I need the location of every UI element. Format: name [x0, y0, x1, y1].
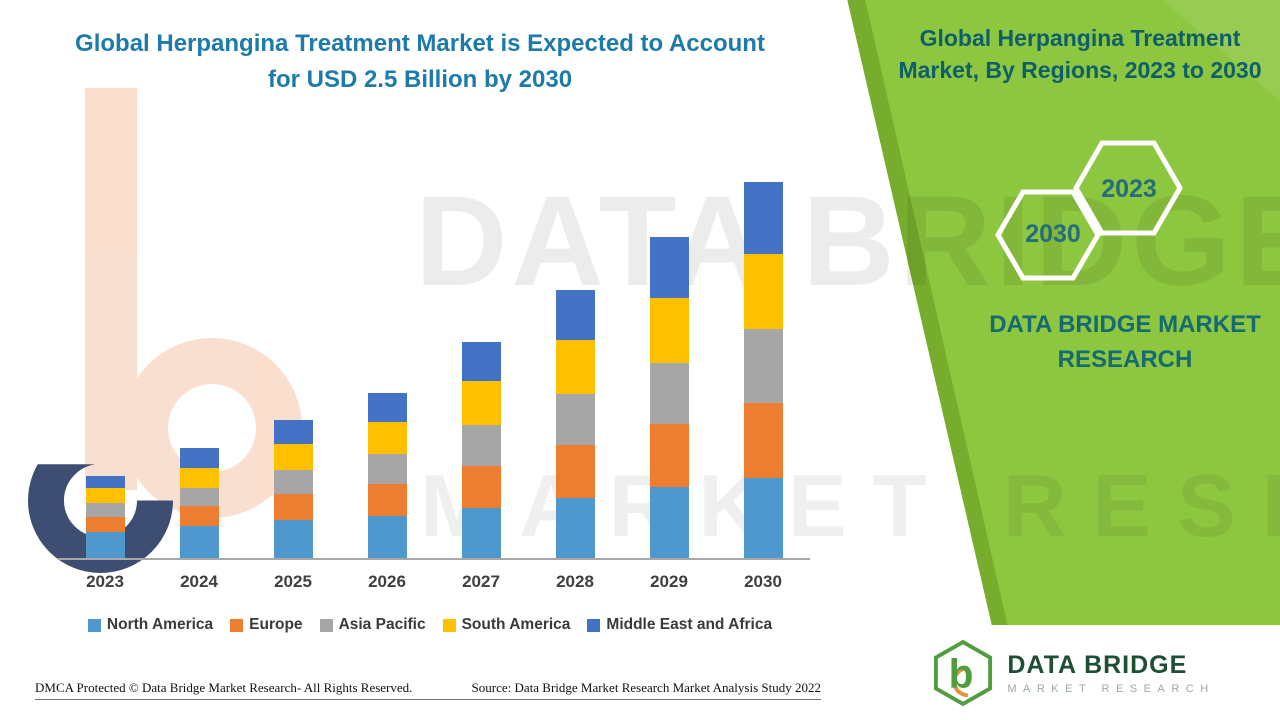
- hexagon-outlines: [995, 140, 1183, 281]
- bar-segment-asia-pacific-2024: [179, 488, 219, 506]
- bar-segment-europe-2023: [85, 517, 125, 532]
- bar-segment-middle-east-and-africa-2028: [555, 290, 595, 340]
- logo-wordmark: DATA BRIDGE MARKET RESEARCH: [1007, 651, 1214, 695]
- bar-segment-europe-2029: [649, 424, 689, 487]
- bar-segment-asia-pacific-2026: [367, 454, 407, 484]
- panel-brand-text: DATA BRIDGE MARKET RESEARCH: [950, 308, 1280, 378]
- bar-segment-europe-2026: [367, 484, 407, 516]
- bar-segment-asia-pacific-2029: [649, 363, 689, 424]
- bar-segment-south-america-2024: [179, 468, 219, 488]
- bar-segment-europe-2027: [461, 466, 501, 508]
- x-axis-label-2030: 2030: [744, 572, 782, 591]
- bar-segment-middle-east-and-africa-2027: [461, 342, 501, 381]
- svg-text:b: b: [949, 650, 974, 696]
- logo-name: DATA BRIDGE: [1007, 650, 1188, 679]
- bar-segment-north-america-2029: [649, 487, 689, 558]
- bar-segment-north-america-2025: [273, 520, 313, 558]
- x-axis-label-2029: 2029: [650, 572, 688, 591]
- x-axis-label-2026: 2026: [368, 572, 406, 591]
- bar-segment-south-america-2027: [461, 381, 501, 425]
- bar-segment-south-america-2029: [649, 298, 689, 363]
- bar-segment-middle-east-and-africa-2026: [367, 393, 407, 422]
- x-axis-label-2027: 2027: [462, 572, 500, 591]
- legend-label: Asia Pacific: [338, 616, 426, 633]
- bar-segment-europe-2024: [179, 506, 219, 526]
- x-axis-label-2028: 2028: [556, 572, 594, 591]
- bar-segment-middle-east-and-africa-2023: [85, 476, 125, 488]
- legend-label: North America: [106, 616, 214, 633]
- legend-swatch-icon: [442, 618, 456, 632]
- side-panel-title: Global Herpangina Treatment Market, By R…: [885, 22, 1275, 86]
- x-axis-labels: 2023 2024 2025 2026 2027 2028 2029 2030: [58, 572, 810, 592]
- bar-2023: [85, 476, 125, 558]
- bar-segment-asia-pacific-2025: [273, 470, 313, 494]
- bar-segment-asia-pacific-2030: [743, 329, 783, 403]
- chart-title-line1: Global Herpangina Treatment Market is Ex…: [75, 30, 765, 57]
- watermark-data-bridge-text: DATA BRIDGE: [415, 170, 1280, 313]
- legend-swatch-icon: [319, 618, 333, 632]
- bar-segment-south-america-2025: [273, 444, 313, 470]
- brand-logo-card: b DATA BRIDGE MARKET RESEARCH: [868, 625, 1280, 720]
- legend-label: Middle East and Africa: [606, 616, 773, 633]
- panel-brand-line1: DATA BRIDGE MARKET: [989, 311, 1261, 338]
- bar-segment-north-america-2023: [85, 532, 125, 558]
- legend-item-asia-pacific: Asia Pacific: [319, 616, 426, 634]
- bar-segment-asia-pacific-2028: [555, 394, 595, 445]
- bar-segment-north-america-2027: [461, 508, 501, 558]
- bar-2027: [461, 342, 501, 558]
- source-text: Source: Data Bridge Market Research Mark…: [471, 680, 821, 695]
- dbmr-logo-icon: b: [934, 639, 993, 706]
- chart-legend: North America Europe Asia Pacific South Ame…: [40, 616, 820, 634]
- x-axis-label-2023: 2023: [86, 572, 124, 591]
- legend-item-north-america: North America: [87, 616, 214, 634]
- bar-2024: [179, 448, 219, 558]
- bar-segment-middle-east-and-africa-2029: [649, 237, 689, 298]
- legend-swatch-icon: [587, 618, 601, 632]
- hexagon-2023-outline: [1073, 140, 1183, 236]
- bar-segment-north-america-2030: [743, 478, 783, 558]
- x-axis-label-2024: 2024: [180, 572, 218, 591]
- legend-label: South America: [461, 616, 571, 633]
- bar-segment-north-america-2026: [367, 516, 407, 558]
- legend-item-south-america: South America: [442, 616, 571, 634]
- legend-swatch-icon: [230, 618, 244, 632]
- legend-item-europe: Europe: [230, 616, 303, 634]
- bar-2028: [555, 290, 595, 558]
- bar-segment-middle-east-and-africa-2024: [179, 448, 219, 468]
- footer: DMCA Protected © Data Bridge Market Rese…: [35, 680, 821, 700]
- dmca-text: DMCA Protected © Data Bridge Market Rese…: [35, 680, 413, 695]
- bar-segment-south-america-2028: [555, 340, 595, 394]
- hexagon-2030-outline: [995, 189, 1101, 281]
- bar-segment-asia-pacific-2027: [461, 425, 501, 466]
- bar-segment-middle-east-and-africa-2025: [273, 420, 313, 444]
- logo-subtitle: MARKET RESEARCH: [1007, 682, 1215, 695]
- bar-segment-europe-2030: [743, 403, 783, 478]
- bar-segment-europe-2028: [555, 445, 595, 498]
- legend-swatch-icon: [87, 618, 101, 632]
- bar-2026: [367, 393, 407, 558]
- bar-segment-asia-pacific-2023: [85, 503, 125, 517]
- bar-segment-south-america-2030: [743, 254, 783, 329]
- hexagon-year-2030: 2030: [1025, 220, 1081, 248]
- legend-item-middle-east-and-africa: Middle East and Africa: [587, 616, 772, 634]
- side-panel-title-line1: Global Herpangina Treatment: [919, 25, 1241, 51]
- panel-brand-line2: RESEARCH: [1057, 345, 1193, 373]
- x-axis-label-2025: 2025: [274, 572, 312, 591]
- chart-title-line2: for USD 2.5 Billion by 2030: [267, 66, 573, 93]
- bar-segment-north-america-2028: [555, 498, 595, 558]
- chart-title: Global Herpangina Treatment Market is Ex…: [60, 26, 780, 98]
- bar-2025: [273, 420, 313, 558]
- stacked-bar-chart: [58, 175, 810, 560]
- bar-segment-north-america-2024: [179, 526, 219, 558]
- bar-2030: [743, 182, 783, 558]
- bar-segment-europe-2025: [273, 494, 313, 520]
- side-panel-title-line2: Market, By Regions, 2023 to 2030: [898, 57, 1262, 84]
- bar-segment-south-america-2023: [85, 488, 125, 503]
- hexagon-year-2023: 2023: [1101, 175, 1157, 203]
- bar-segment-middle-east-and-africa-2030: [743, 182, 783, 254]
- legend-label: Europe: [249, 616, 303, 633]
- bar-2029: [649, 237, 689, 558]
- bar-segment-south-america-2026: [367, 422, 407, 454]
